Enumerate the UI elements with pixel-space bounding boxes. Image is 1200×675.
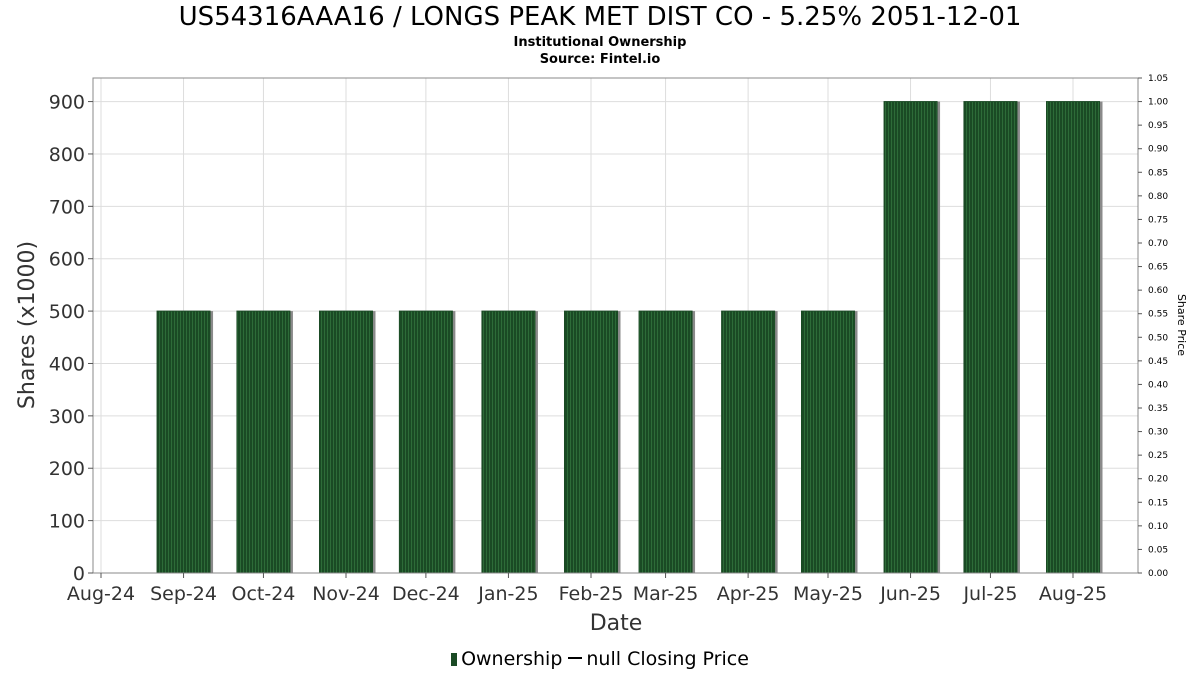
y-tick-label: 300 [49,406,85,428]
chart-source: Source: Fintel.io [539,52,661,67]
y2-tick-label: 0.55 [1148,310,1168,320]
y-tick-label: 900 [49,92,85,114]
legend-ownership-label: Ownership [461,648,563,670]
legend: Ownership null Closing Price [0,647,1200,671]
y-tick-label: 700 [49,196,85,218]
y-axis-title: Shares (x1000) [15,241,40,409]
y2-tick-label: 0.20 [1148,475,1168,485]
y2-tick-label: 0.60 [1148,286,1168,296]
y-tick-label: 200 [49,458,85,480]
y2-tick-label: 0.65 [1148,263,1168,273]
y2-tick-label: 0.05 [1148,545,1168,555]
x-tick-label: Mar-25 [633,583,699,605]
y2-tick-label: 0.35 [1148,404,1168,414]
ownership-bar [318,310,373,574]
ownership-bar [801,310,856,574]
x-axis-title: Date [590,611,643,636]
y2-tick-label: 0.30 [1148,428,1168,438]
x-tick-label: Sep-24 [150,583,217,605]
y2-tick-label: 0.25 [1148,451,1168,461]
x-tick-label: Apr-25 [717,583,780,605]
ownership-bar [156,310,211,574]
ownership-bar [638,310,693,574]
x-tick-label: Aug-25 [1039,583,1107,605]
chart-subtitle: Institutional Ownership [513,35,687,50]
ownership-bar [721,310,776,574]
x-tick-label: Jan-25 [477,583,538,605]
legend-price-label: null Closing Price [586,648,749,670]
y2-tick-label: 0.45 [1148,357,1168,367]
y2-tick-label: 0.10 [1148,522,1168,532]
y2-tick-label: 0.40 [1148,380,1168,390]
y2-tick-label: 0.80 [1148,192,1168,202]
y2-tick-label: 0.90 [1148,145,1168,155]
x-tick-label: Dec-24 [392,583,460,605]
y2-tick-label: 0.50 [1148,333,1168,343]
y-tick-label: 800 [49,144,85,166]
ownership-bar [563,310,618,574]
y2-tick-label: 0.15 [1148,498,1168,508]
x-tick-label: May-25 [793,583,863,605]
ownership-bar [883,101,938,574]
plot-border [92,77,1139,574]
y2-tick-label: 1.00 [1148,98,1168,108]
ownership-legend-swatch [451,653,458,666]
y-tick-label: 600 [49,249,85,271]
ownership-bar [963,101,1018,574]
y2-axis-title: Share Price [1175,294,1188,356]
y-tick-label: 0 [73,563,85,585]
chart-title: US54316AAA16 / LONGS PEAK MET DIST CO - … [178,2,1022,32]
y2-tick-label: 0.00 [1148,569,1168,579]
y2-tick-label: 0.70 [1148,239,1168,249]
ownership-bar [398,310,453,574]
x-tick-label: Jun-25 [879,583,941,605]
y2-tick-label: 1.05 [1148,74,1168,84]
x-tick-label: Feb-25 [559,583,624,605]
x-tick-label: Oct-24 [231,583,295,605]
ownership-bar [1046,101,1100,574]
y2-tick-label: 0.85 [1148,168,1168,178]
y-tick-label: 500 [49,301,85,323]
y2-tick-label: 0.75 [1148,215,1168,225]
y-tick-label: 100 [49,511,85,533]
ownership-bar [236,310,291,574]
ownership-bar [481,310,536,574]
price-legend-line [568,657,583,659]
y-tick-label: 400 [49,353,85,375]
x-tick-label: Jul-25 [962,583,1017,605]
x-tick-label: Aug-24 [67,583,135,605]
x-tick-label: Nov-24 [312,583,380,605]
y2-tick-label: 0.95 [1148,121,1168,131]
